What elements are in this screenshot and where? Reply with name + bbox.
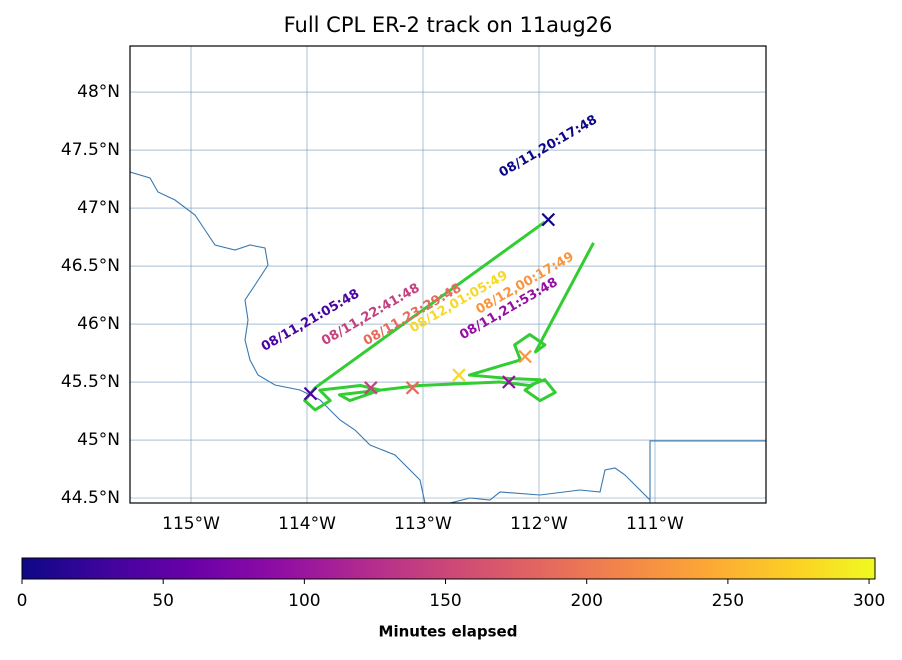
marker xyxy=(518,349,532,364)
marker-stroke xyxy=(518,349,532,364)
colorbar-tick-label: 150 xyxy=(429,591,461,611)
marker-stroke xyxy=(405,381,420,395)
colorbar-tick-label: 100 xyxy=(288,591,320,611)
marker xyxy=(364,381,378,395)
marker xyxy=(405,381,420,395)
y-tick-label: 45.5°N xyxy=(61,372,120,392)
y-tick-label: 45°N xyxy=(77,430,120,450)
colorbar-tick-label: 50 xyxy=(152,591,174,611)
marker-stroke xyxy=(303,386,318,401)
y-tick-label: 48°N xyxy=(77,82,120,102)
colorbar xyxy=(21,557,876,580)
x-tick-label: 115°W xyxy=(162,514,220,534)
colorbar-tick-label: 0 xyxy=(17,591,28,611)
marker-stroke xyxy=(541,212,556,227)
marker xyxy=(502,375,516,389)
colorbar-tick-label: 250 xyxy=(712,591,744,611)
x-tick-label: 113°W xyxy=(394,514,452,534)
x-tick-label: 112°W xyxy=(510,514,568,534)
marker-stroke xyxy=(452,368,466,382)
track-layer xyxy=(303,212,595,412)
x-tick-label: 114°W xyxy=(278,514,336,534)
marker xyxy=(541,212,556,227)
borders xyxy=(130,171,766,503)
plot-frame xyxy=(129,45,767,504)
colorbar-tick-label: 300 xyxy=(853,591,885,611)
marker-stroke xyxy=(502,375,516,389)
colorbar-tick-label: 200 xyxy=(570,591,602,611)
y-tick-label: 46°N xyxy=(77,314,120,334)
y-tick-label: 47°N xyxy=(77,198,120,218)
state-border xyxy=(649,440,766,503)
marker xyxy=(303,386,318,401)
grid xyxy=(130,46,766,503)
y-tick-label: 44.5°N xyxy=(61,488,120,508)
y-tick-label: 47.5°N xyxy=(61,140,120,160)
x-tick-label: 111°W xyxy=(626,514,684,534)
marker-stroke xyxy=(364,381,378,395)
state-border xyxy=(449,467,651,503)
marker xyxy=(452,368,466,382)
chart-title: Full CPL ER-2 track on 11aug26 xyxy=(284,13,613,37)
marker-label: 08/11,20:17:48 xyxy=(497,113,600,181)
y-tick-label: 46.5°N xyxy=(61,256,120,276)
state-border xyxy=(130,171,426,503)
flight-track xyxy=(303,220,595,412)
colorbar-label: Minutes elapsed xyxy=(379,623,518,641)
